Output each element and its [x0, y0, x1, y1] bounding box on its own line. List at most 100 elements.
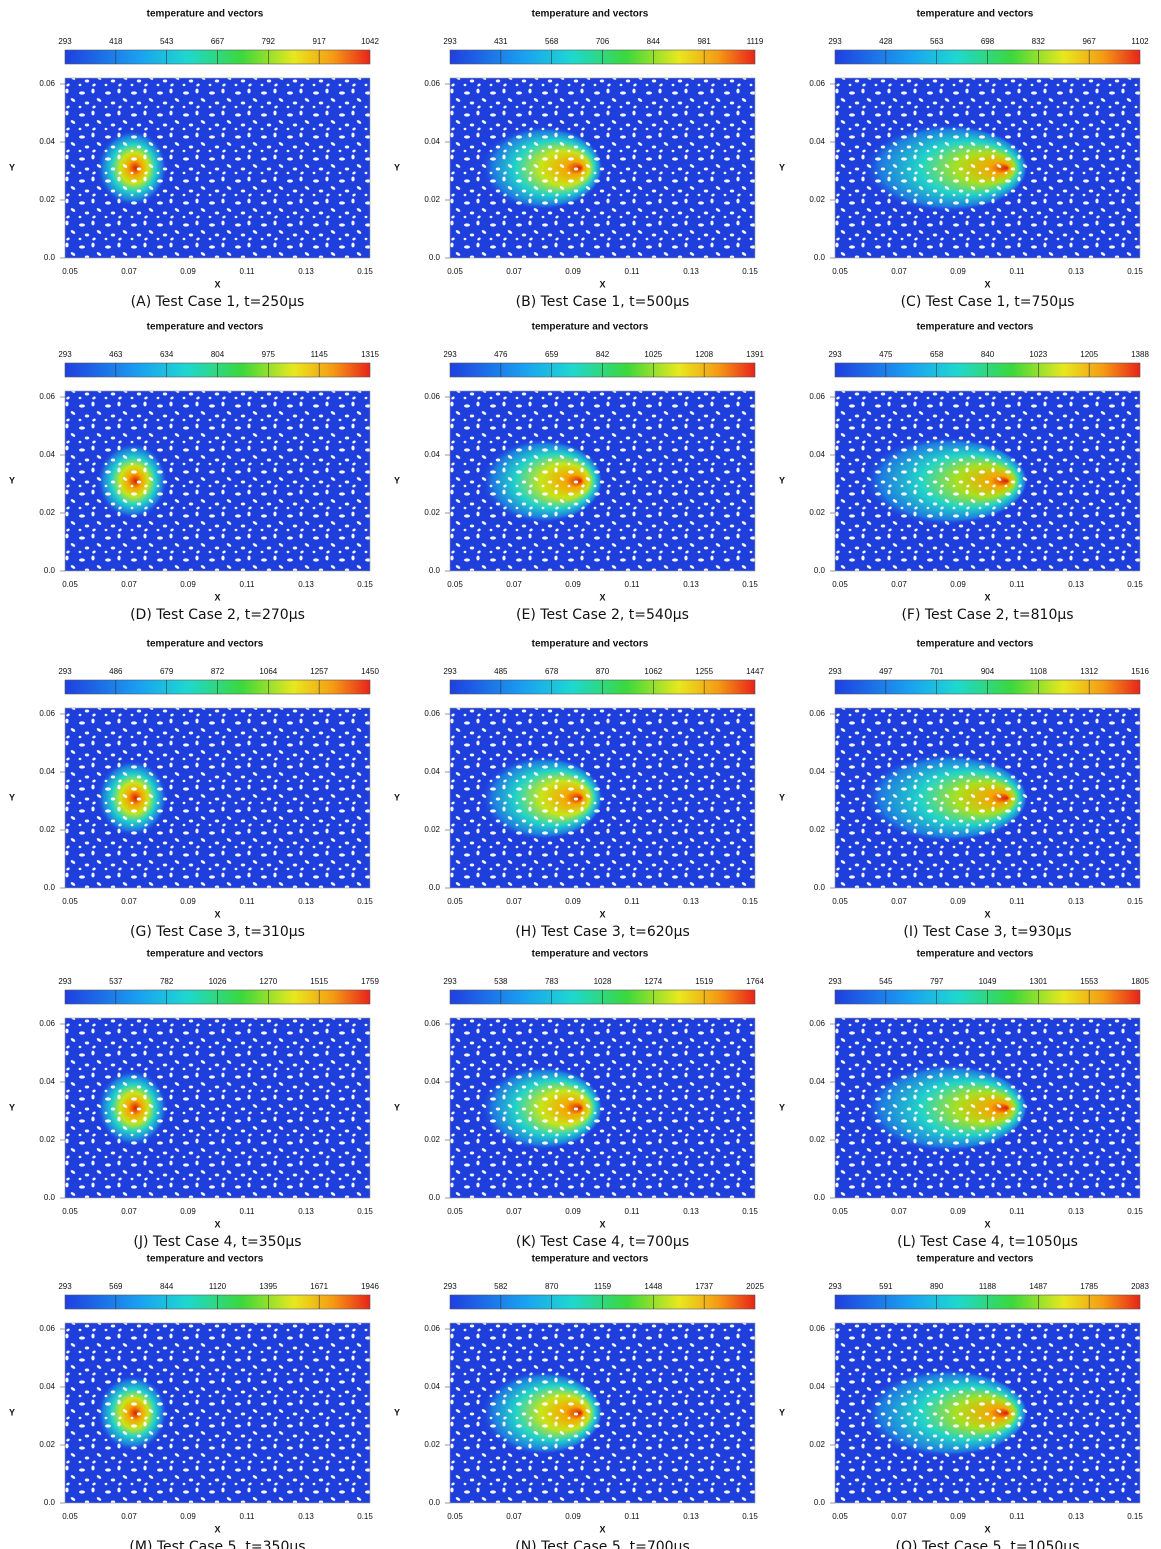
colorbar-tick-label: 975	[262, 350, 276, 359]
y-tick-label: 0.06	[809, 392, 825, 401]
x-tick-label: 0.09	[950, 1512, 966, 1521]
y-axis-label: Y	[394, 1407, 400, 1417]
x-tick-label: 0.11	[625, 1512, 641, 1521]
x-tick-label: 0.11	[240, 1207, 256, 1216]
y-tick-label: 0.0	[429, 883, 441, 892]
y-axis-label: Y	[9, 1102, 15, 1112]
x-tick-label: 0.07	[121, 580, 137, 589]
colorbar-tick-label: 678	[545, 667, 559, 676]
x-tick-label: 0.13	[683, 1207, 699, 1216]
caption: (G) Test Case 3, t=310μs	[130, 924, 305, 940]
colorbar-tick-label: 1108	[1030, 667, 1048, 676]
colorbar-tick-label: 1257	[310, 667, 328, 676]
y-axis-label: Y	[9, 792, 15, 802]
y-tick-label: 0.06	[39, 79, 55, 88]
x-tick-label: 0.05	[62, 1512, 78, 1521]
y-tick-label: 0.06	[424, 1019, 440, 1028]
x-tick-label: 0.05	[62, 1207, 78, 1216]
colorbar-tick-label: 293	[828, 37, 842, 46]
x-tick-label: 0.05	[832, 580, 848, 589]
x-tick-label: 0.09	[950, 580, 966, 589]
y-tick-label: 0.02	[424, 825, 440, 834]
x-tick-label: 0.05	[447, 1207, 463, 1216]
plot-frame	[64, 1017, 371, 1199]
y-tick-label: 0.02	[39, 195, 55, 204]
x-tick-label: 0.15	[1127, 580, 1143, 589]
y-tick-label: 0.0	[814, 883, 826, 892]
y-tick-label: 0.0	[44, 1193, 56, 1202]
x-tick-label: 0.09	[180, 1512, 196, 1521]
colorbar-tick-label: 870	[545, 1282, 559, 1291]
panel-title: temperature and vectors	[917, 322, 1034, 333]
y-axis-label: Y	[779, 792, 785, 802]
x-tick-label: 0.05	[447, 897, 463, 906]
colorbar-tick-label: 917	[312, 37, 326, 46]
colorbar-tick-label: 1028	[594, 977, 612, 986]
x-tick-label: 0.05	[832, 897, 848, 906]
x-tick-label: 0.05	[447, 1512, 463, 1521]
x-axis-label: X	[984, 1219, 990, 1229]
y-tick-label: 0.02	[424, 508, 440, 517]
colorbar-tick-label: 293	[58, 1282, 72, 1291]
x-axis-label: X	[214, 909, 220, 919]
colorbar-tick-label: 1026	[209, 977, 227, 986]
colorbar-tick-label: 568	[545, 37, 559, 46]
colorbar-tick-label: 1805	[1131, 977, 1149, 986]
colorbar-tick-label: 1764	[746, 977, 764, 986]
colorbar-tick-label: 1759	[361, 977, 379, 986]
colorbar-tick-label: 1274	[644, 977, 662, 986]
x-tick-label: 0.09	[180, 267, 196, 276]
colorbar-tick-label: 1737	[695, 1282, 713, 1291]
x-tick-label: 0.11	[240, 267, 256, 276]
x-tick-label: 0.13	[683, 580, 699, 589]
colorbar-tick-label: 293	[443, 350, 457, 359]
x-tick-label: 0.13	[298, 580, 314, 589]
y-tick-label: 0.0	[429, 253, 441, 262]
particle-speckle	[65, 1018, 370, 1198]
x-axis-label: X	[599, 1524, 605, 1534]
x-axis-label: X	[984, 592, 990, 602]
x-tick-label: 0.15	[357, 897, 373, 906]
x-tick-label: 0.09	[950, 267, 966, 276]
y-tick-label: 0.04	[809, 1382, 825, 1391]
y-tick-label: 0.02	[424, 195, 440, 204]
colorbar-tick-label: 1312	[1080, 667, 1098, 676]
x-axis-label: X	[984, 1524, 990, 1534]
y-tick-label: 0.0	[814, 1193, 826, 1202]
y-tick-label: 0.06	[424, 1324, 440, 1333]
y-tick-label: 0.0	[814, 1498, 826, 1507]
colorbar-tick-label: 1062	[644, 667, 662, 676]
x-tick-label: 0.13	[298, 1207, 314, 1216]
x-tick-label: 0.15	[1127, 1207, 1143, 1216]
caption: (J) Test Case 4, t=350μs	[133, 1234, 301, 1250]
x-axis-label: X	[984, 279, 990, 289]
panel: temperature and vectors 293 591 890 1188 1487…	[779, 1254, 1149, 1549]
colorbar-tick-label: 842	[596, 350, 610, 359]
x-tick-label: 0.07	[121, 897, 137, 906]
particle-speckle	[450, 78, 755, 258]
colorbar-tick-label: 1450	[361, 667, 379, 676]
particle-speckle	[835, 1323, 1140, 1503]
x-tick-label: 0.07	[891, 580, 907, 589]
colorbar-tick-label: 463	[109, 350, 123, 359]
panel: temperature and vectors 293 431 568 706 844 98…	[394, 9, 764, 310]
caption: (N) Test Case 5, t=700μs	[515, 1539, 690, 1549]
y-tick-label: 0.06	[809, 709, 825, 718]
y-tick-label: 0.04	[39, 1382, 55, 1391]
particle-speckle	[835, 391, 1140, 571]
colorbar-tick-label: 872	[211, 667, 225, 676]
particle-speckle	[835, 708, 1140, 888]
colorbar-tick-label: 569	[109, 1282, 123, 1291]
x-tick-label: 0.05	[832, 1207, 848, 1216]
y-axis-label: Y	[394, 162, 400, 172]
x-tick-label: 0.15	[742, 1512, 758, 1521]
x-tick-label: 0.07	[891, 1512, 907, 1521]
y-tick-label: 0.04	[424, 1382, 440, 1391]
x-tick-label: 0.11	[240, 897, 256, 906]
colorbar-tick-label: 1553	[1080, 977, 1098, 986]
colorbar-tick-label: 658	[930, 350, 944, 359]
colorbar-tick-label: 293	[443, 1282, 457, 1291]
colorbar-tick-label: 293	[828, 1282, 842, 1291]
x-tick-label: 0.09	[180, 1207, 196, 1216]
x-tick-label: 0.07	[506, 580, 522, 589]
